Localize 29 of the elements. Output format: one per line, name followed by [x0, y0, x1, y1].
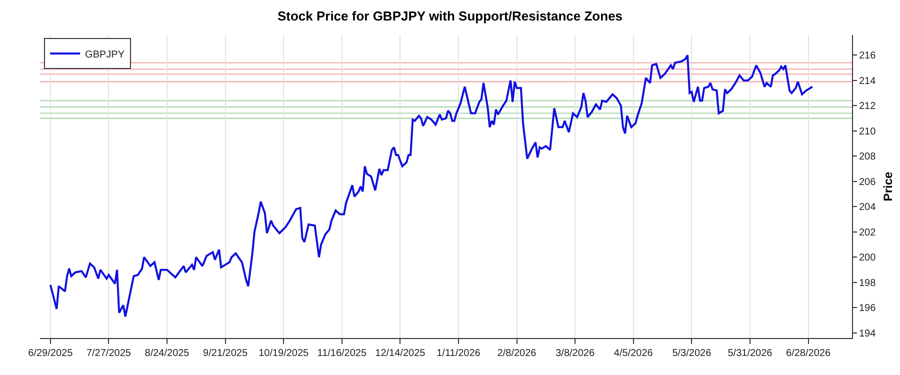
x-tick-label: 10/19/2025: [258, 348, 310, 359]
x-tick-label: 7/27/2025: [86, 348, 132, 359]
x-tick-label: 5/31/2026: [728, 348, 773, 359]
x-tick-label: 9/21/2025: [203, 348, 248, 359]
y-tick-label: 198: [859, 278, 876, 289]
y-tick-label: 204: [859, 202, 876, 214]
y-tick-label: 196: [859, 303, 876, 314]
y-tick-label: 210: [859, 126, 876, 138]
x-tick-label: 12/14/2025: [375, 348, 426, 359]
chart-title: Stock Price for GBPJPY with Support/Resistance Zones: [277, 8, 623, 24]
y-tick-label: 202: [859, 227, 876, 238]
legend-label: GBPJPY: [85, 49, 125, 60]
y-tick-label: 206: [859, 176, 876, 188]
y-tick-label: 200: [859, 252, 876, 264]
x-tick-label: 6/29/2025: [28, 348, 74, 359]
x-tick-label: 8/24/2025: [144, 348, 190, 359]
x-tick-label: 11/16/2025: [317, 348, 367, 359]
x-tick-label: 5/3/2026: [672, 348, 712, 359]
x-tick-label: 1/11/2026: [436, 348, 481, 359]
x-tick-label: 6/28/2026: [786, 348, 831, 359]
y-tick-label: 194: [859, 328, 876, 340]
y-tick-label: 208: [859, 152, 876, 163]
x-tick-label: 4/5/2026: [614, 348, 654, 359]
x-tick-label: 3/8/2026: [556, 348, 595, 359]
y-tick-label: 212: [859, 101, 876, 112]
y-tick-label: 216: [859, 50, 876, 62]
y-tick-label: 214: [859, 76, 876, 87]
y-axis-title: Price: [881, 172, 895, 202]
x-tick-label: 2/8/2026: [497, 348, 537, 359]
